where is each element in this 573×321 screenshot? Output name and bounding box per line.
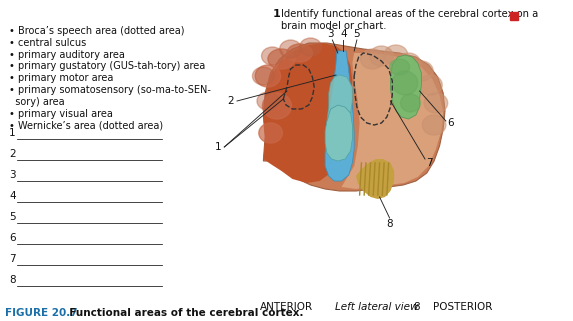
PathPatch shape [264, 43, 445, 191]
Ellipse shape [424, 93, 448, 113]
Text: • primary somatosensory (so-ma-to-SEN-: • primary somatosensory (so-ma-to-SEN- [9, 85, 211, 95]
Ellipse shape [259, 123, 282, 143]
Text: Left lateral view: Left lateral view [335, 302, 419, 312]
Text: • primary visual area: • primary visual area [9, 108, 113, 118]
PathPatch shape [325, 105, 352, 161]
Ellipse shape [401, 94, 421, 112]
Text: 1: 1 [9, 128, 15, 138]
Ellipse shape [253, 67, 274, 85]
Text: 1: 1 [272, 9, 280, 19]
Text: 8: 8 [414, 302, 420, 312]
Text: 3: 3 [327, 29, 334, 39]
Ellipse shape [422, 115, 446, 135]
Text: FIGURE 20.7: FIGURE 20.7 [5, 308, 77, 318]
PathPatch shape [342, 53, 443, 189]
Text: 8: 8 [9, 275, 15, 285]
Text: • central sulcus: • central sulcus [9, 38, 87, 48]
Text: sory) area: sory) area [9, 97, 65, 107]
Ellipse shape [419, 75, 442, 95]
Ellipse shape [262, 93, 292, 119]
Text: 3: 3 [9, 170, 15, 180]
Text: 5: 5 [354, 29, 360, 39]
Text: 5: 5 [9, 212, 15, 222]
Text: • Wernicke’s area (dotted area): • Wernicke’s area (dotted area) [9, 120, 163, 130]
Text: Functional areas of the cerebral cortex.: Functional areas of the cerebral cortex. [62, 308, 303, 318]
Ellipse shape [397, 53, 421, 73]
Text: 2: 2 [9, 149, 15, 159]
Ellipse shape [370, 46, 393, 66]
Ellipse shape [393, 71, 418, 95]
Ellipse shape [360, 49, 384, 69]
Text: 8: 8 [386, 219, 393, 229]
Text: 6: 6 [447, 118, 453, 128]
PathPatch shape [390, 55, 421, 119]
Text: 6: 6 [9, 233, 15, 243]
Ellipse shape [390, 59, 410, 75]
Ellipse shape [384, 45, 408, 65]
Text: • primary motor area: • primary motor area [9, 73, 113, 83]
Text: • primary gustatory (GUS-tah-tory) area: • primary gustatory (GUS-tah-tory) area [9, 61, 205, 71]
Ellipse shape [300, 38, 321, 56]
Ellipse shape [268, 49, 295, 69]
Text: 4: 4 [340, 29, 347, 39]
Text: 7: 7 [426, 158, 433, 168]
Text: 7: 7 [9, 254, 15, 264]
Ellipse shape [261, 47, 283, 65]
PathPatch shape [356, 159, 394, 199]
PathPatch shape [264, 43, 352, 183]
Text: 2: 2 [227, 96, 234, 106]
Ellipse shape [280, 40, 301, 58]
Ellipse shape [255, 65, 281, 87]
Ellipse shape [287, 44, 312, 62]
PathPatch shape [325, 51, 354, 181]
PathPatch shape [327, 75, 352, 121]
Ellipse shape [410, 61, 433, 81]
Bar [511, 12, 517, 20]
Text: • Broca’s speech area (dotted area): • Broca’s speech area (dotted area) [9, 26, 185, 36]
Text: 4: 4 [9, 191, 15, 201]
Text: ANTERIOR: ANTERIOR [260, 302, 313, 312]
Text: POSTERIOR: POSTERIOR [433, 302, 493, 312]
Text: 1: 1 [215, 142, 222, 152]
Text: • primary auditory area: • primary auditory area [9, 50, 125, 60]
Ellipse shape [257, 92, 279, 110]
Text: Identify functional areas of the cerebral cortex on a
brain model or chart.: Identify functional areas of the cerebra… [281, 9, 538, 30]
